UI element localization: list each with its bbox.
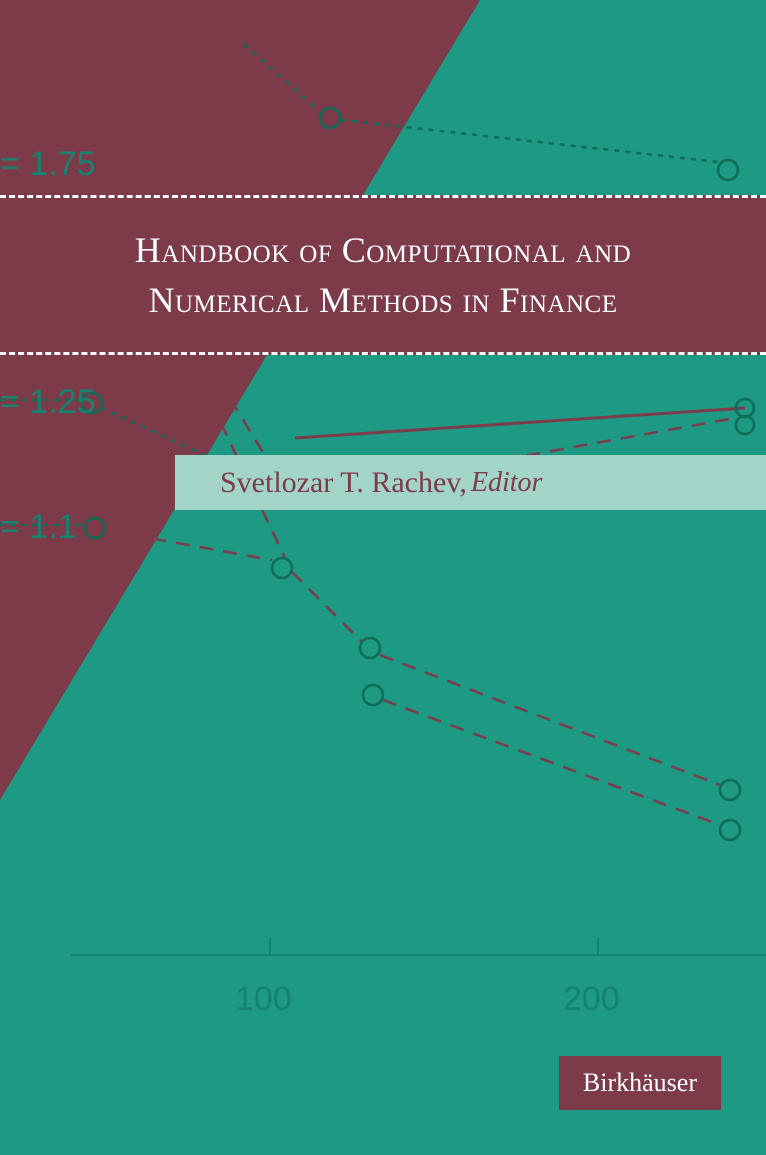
- editor-band: Svetlozar T. Rachev, Editor: [175, 455, 766, 510]
- editor-name: Svetlozar T. Rachev,: [220, 466, 467, 500]
- book-title: Handbook of Computational and Numerical …: [135, 225, 631, 326]
- title-line-2: Numerical Methods in Finance: [148, 280, 617, 320]
- y-axis-label-11: = 1.1: [0, 508, 77, 547]
- background-svg: [0, 0, 766, 1155]
- title-band: Handbook of Computational and Numerical …: [0, 195, 766, 355]
- x-axis-label-100: 100: [235, 980, 292, 1019]
- y-axis-label-125: = 1.25: [0, 383, 95, 422]
- book-cover: = 1.75 = 1.25 = 1.1 Handbook of Computat…: [0, 0, 766, 1155]
- title-line-1: Handbook of Computational and: [135, 230, 631, 270]
- editor-role: Editor: [471, 467, 543, 499]
- y-axis-label-175: = 1.75: [0, 145, 95, 184]
- publisher-label: Birkhäuser: [559, 1056, 721, 1110]
- x-axis-label-200: 200: [563, 980, 620, 1019]
